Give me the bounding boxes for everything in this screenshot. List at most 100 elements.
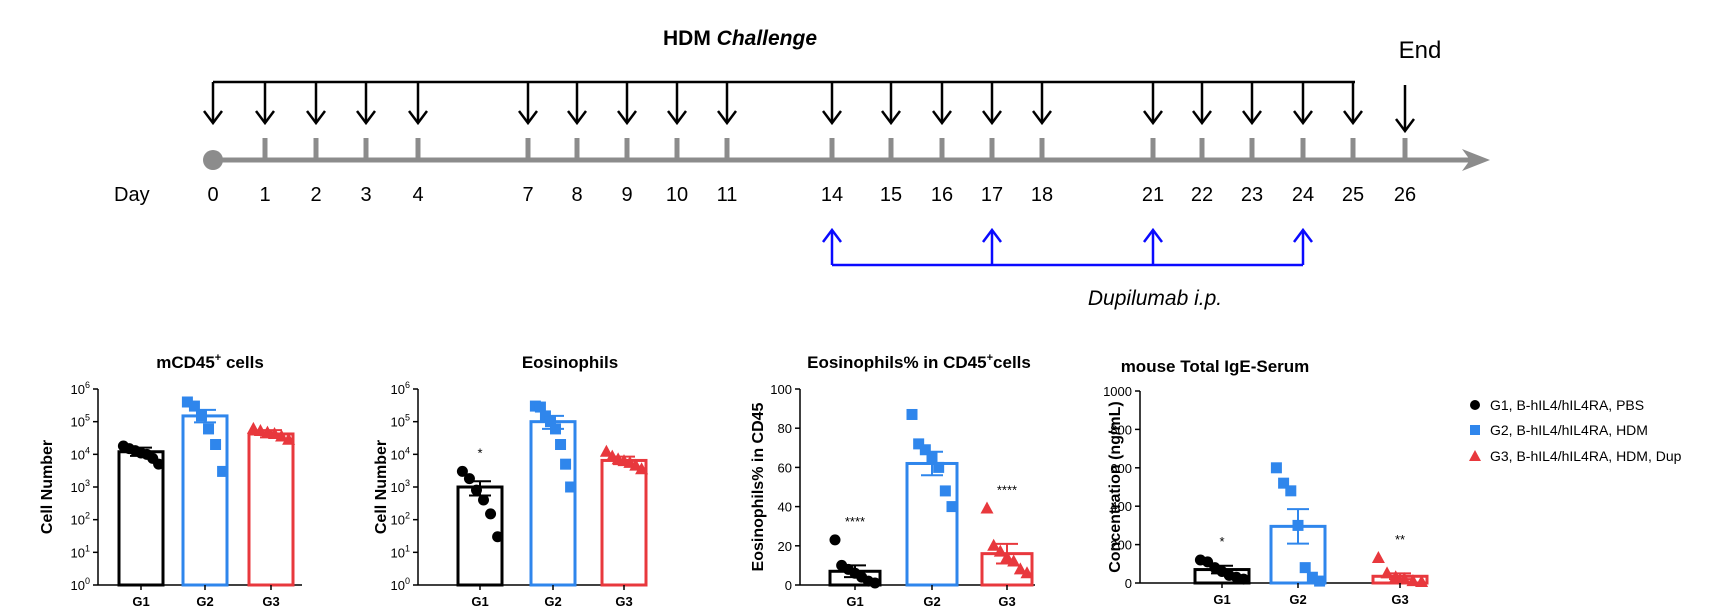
challenge-arrowhead-day-7: [518, 110, 538, 126]
challenge-arrowhead-day-23: [1242, 110, 1262, 126]
challenge-arrowhead-day-9: [617, 110, 637, 126]
chart-4-ytick-label: 400: [1110, 499, 1132, 514]
chart-1-point-G3: [275, 429, 289, 442]
day-label-8: 8: [571, 184, 582, 206]
challenge-arrowhead-day-0: [203, 110, 223, 126]
chart-2-ytick-label: 105: [391, 413, 410, 430]
timeline-day-label: Day: [114, 184, 150, 206]
chart-1-ytick-label: 101: [71, 543, 90, 560]
dupilumab-arrowhead-day-14: [822, 227, 842, 243]
chart-1-point-G2: [210, 438, 222, 450]
chart-3-ytick-label: 80: [778, 421, 792, 436]
legend-marker-g3: [1469, 450, 1481, 461]
chart-2-point-G1: [485, 508, 497, 520]
chart-3-xtick-label-G3: G3: [998, 594, 1015, 609]
chart-2-point-G2: [544, 416, 556, 428]
chart-4-point-G2: [1306, 571, 1318, 583]
chart-2-ylabel: Cell Number: [373, 440, 390, 534]
chart-2-point-G1: [470, 484, 482, 496]
chart-3-point-G2: [906, 408, 918, 420]
chart-3-ytick-label: 40: [778, 500, 792, 515]
day-label-7: 7: [522, 184, 533, 206]
chart-1-ytick-label: 103: [71, 478, 90, 495]
challenge-arrowhead-day-4: [408, 110, 428, 126]
timeline-arrowhead: [1462, 149, 1490, 171]
chart-1-point-G1: [153, 458, 165, 470]
timeline: HDM Challenge End Day Dupilumab i.p. 0 1 2…: [114, 27, 1490, 310]
chart-3-point-G3: [987, 538, 1001, 551]
chart-2-xtick-label-G2: G2: [544, 594, 561, 609]
chart-3-ylabel: Eosinophils% in CD45: [750, 402, 767, 571]
chart-3-significance-G1: ****: [845, 514, 865, 529]
chart-3-ytick-label: 60: [778, 460, 792, 475]
chart-4-point-G2: [1299, 562, 1311, 574]
day-label-25: 25: [1342, 184, 1364, 206]
chart-4-significance-G1: *: [1219, 534, 1224, 549]
chart-2-significance-G1: *: [477, 445, 482, 460]
chart-2-ytick-label: 103: [391, 478, 410, 495]
chart-2-title: Eosinophils: [522, 353, 618, 372]
legend-label-g2: G2, B-hIL4/hIL4RA, HDM: [1490, 422, 1648, 438]
day-label-11: 11: [717, 184, 738, 206]
chart-2-point-G2: [534, 401, 546, 413]
challenge-arrowhead-day-25: [1343, 110, 1363, 126]
challenge-arrowhead-day-14: [822, 110, 842, 126]
chart-4-ytick-label: 200: [1110, 538, 1132, 553]
chart-4-xtick-label-G2: G2: [1289, 592, 1306, 607]
chart-1-ytick-label: 106: [71, 380, 90, 397]
challenge-arrowhead-day-21: [1143, 110, 1163, 126]
chart-2-ytick-label: 104: [391, 445, 410, 462]
chart-4-title: mouse Total IgE-Serum: [1121, 357, 1310, 376]
day-label-9: 9: [621, 184, 632, 206]
challenge-arrowhead-day-10: [667, 110, 687, 126]
chart-4-point-G3: [1371, 551, 1385, 564]
chart-4-xtick-label-G3: G3: [1391, 592, 1408, 607]
challenge-arrowhead-day-11: [717, 110, 737, 126]
chart-1-point-G3: [246, 421, 260, 434]
chart-4-point-G1: [1238, 573, 1250, 585]
chart-4-ytick-label: 1000: [1103, 384, 1132, 399]
chart-1-point-G3: [282, 432, 296, 445]
challenge-arrowhead-day-18: [1032, 110, 1052, 126]
chart-3-xtick-label-G1: G1: [846, 594, 863, 609]
chart-2-point-G1: [456, 465, 468, 477]
end-arrowhead: [1395, 118, 1415, 134]
day-label-4: 4: [412, 184, 423, 206]
chart-4-ytick-label: 600: [1110, 461, 1132, 476]
chart-4: mouse Total IgE-Serum Concentration (ng/m…: [1103, 357, 1429, 607]
chart-2-ytick-label: 106: [391, 380, 410, 397]
chart-2-point-G1: [478, 494, 490, 506]
chart-1-ytick-label: 102: [71, 511, 90, 528]
chart-4-ytick-label: 800: [1110, 422, 1132, 437]
day-label-18: 18: [1031, 184, 1053, 206]
timeline-start-dot: [203, 150, 223, 170]
challenge-arrowhead-day-8: [567, 110, 587, 126]
chart-4-point-G2: [1278, 477, 1290, 489]
chart-3-point-G3: [1007, 554, 1021, 567]
chart-3-significance-G3: ****: [997, 483, 1017, 498]
chart-2-point-G2: [539, 410, 551, 422]
day-label-15: 15: [880, 184, 902, 206]
chart-3-ytick-label: 100: [770, 382, 792, 397]
dupilumab-arrowhead-day-24: [1293, 227, 1313, 243]
day-label-14: 14: [821, 184, 843, 206]
chart-2-ytick-label: 100: [391, 576, 410, 593]
chart-3-point-G3: [993, 544, 1007, 557]
challenge-arrowhead-day-3: [356, 110, 376, 126]
challenge-arrowhead-day-1: [255, 110, 275, 126]
chart-1-xtick-label-G1: G1: [132, 594, 149, 609]
day-label-16: 16: [931, 184, 953, 206]
dupilumab-label: Dupilumab i.p.: [1088, 287, 1222, 310]
chart-3-point-G2: [946, 501, 958, 513]
chart-1-ytick-label: 100: [71, 576, 90, 593]
chart-2-point-G2: [565, 481, 577, 493]
day-label-10: 10: [666, 184, 688, 206]
chart-4-ylabel: Concentration (ng/mL): [1107, 401, 1124, 573]
chart-3-bar-G2: [905, 461, 959, 587]
day-label-21: 21: [1142, 184, 1164, 206]
chart-1-xtick-label-G2: G2: [196, 594, 213, 609]
chart-2-point-G3: [599, 444, 613, 457]
chart-2-point-G2: [550, 423, 562, 435]
day-label-3: 3: [360, 184, 371, 206]
